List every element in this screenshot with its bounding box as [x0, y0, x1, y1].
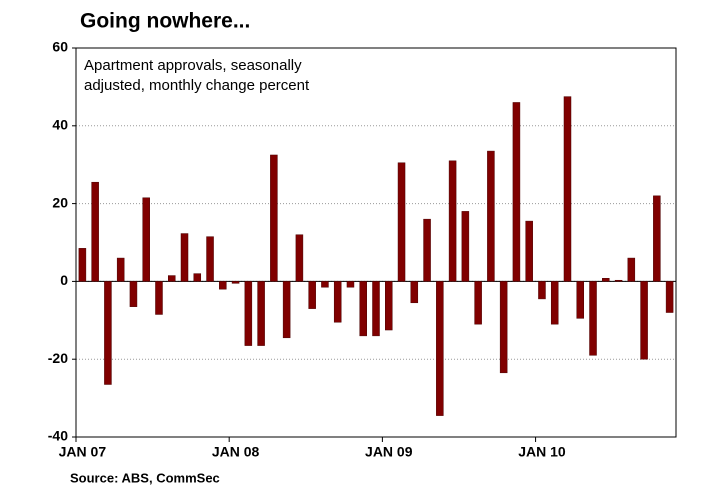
bar [91, 181, 99, 282]
bar [333, 281, 342, 323]
subtitle: adjusted, monthly change percent [84, 77, 310, 94]
bar [614, 279, 623, 282]
bar [550, 281, 559, 325]
x-tick-label: JAN 08 [212, 444, 260, 460]
y-tick-label: 0 [60, 272, 68, 288]
bar [563, 96, 572, 282]
bar [116, 257, 125, 282]
bar [627, 257, 636, 282]
bar [167, 275, 176, 282]
bar [231, 281, 240, 284]
bar [665, 281, 674, 313]
bar [321, 281, 329, 288]
bar [372, 281, 380, 337]
bar [474, 281, 482, 325]
y-tick-label: -20 [48, 350, 68, 366]
bar [525, 220, 533, 282]
bar [104, 281, 112, 385]
y-tick-label: -40 [48, 428, 68, 444]
bar [78, 248, 87, 282]
bar [640, 281, 648, 360]
bar [155, 281, 163, 315]
plot-frame [75, 47, 677, 438]
bar [282, 281, 291, 339]
bar [436, 281, 444, 416]
bar [142, 197, 150, 282]
bar [538, 281, 546, 300]
bar [410, 281, 419, 304]
bar [461, 211, 470, 282]
y-tick-label: 60 [52, 39, 68, 55]
bar [589, 281, 597, 356]
bar [423, 218, 431, 282]
bar [487, 150, 495, 282]
bar [244, 281, 253, 346]
bar [308, 281, 316, 309]
bar [270, 154, 278, 282]
bar [499, 281, 508, 374]
subtitle: Apartment approvals, seasonally [84, 57, 302, 74]
bar [206, 236, 214, 282]
bar [257, 281, 265, 346]
bar [385, 281, 393, 331]
bar [129, 281, 138, 307]
bar [193, 273, 202, 282]
bar [602, 278, 610, 282]
chart-title: Going nowhere... [80, 10, 250, 33]
bar [448, 160, 457, 282]
bar [653, 195, 661, 282]
bar [397, 162, 406, 282]
bar [180, 233, 189, 282]
x-tick-label: JAN 10 [518, 444, 566, 460]
bar [219, 281, 227, 290]
bar [512, 102, 521, 282]
bar [359, 281, 367, 337]
bar [576, 281, 585, 319]
y-tick-label: 20 [52, 194, 68, 210]
bar [346, 281, 355, 288]
bar [295, 234, 304, 282]
x-tick-label: JAN 09 [365, 444, 413, 460]
source: Source: ABS, CommSec [70, 470, 220, 485]
x-tick-label: JAN 07 [59, 444, 107, 460]
y-tick-label: 40 [52, 117, 68, 133]
